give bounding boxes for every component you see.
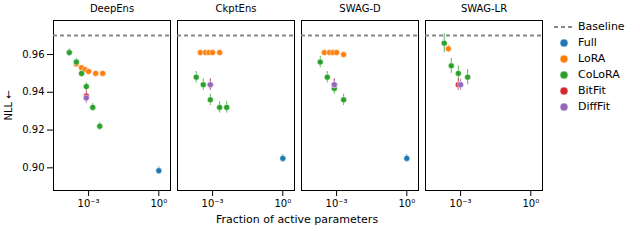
svg-text:10⁰: 10⁰ <box>522 198 539 209</box>
svg-text:NLL ←: NLL ← <box>3 90 14 120</box>
svg-text:10⁰: 10⁰ <box>150 198 167 209</box>
html-text:CoLoRA: CoLoRA <box>578 68 620 81</box>
svg-text:SWAG-LR: SWAG-LR <box>461 3 507 14</box>
svg-text:0.96: 0.96 <box>22 49 44 60</box>
svg-text:10⁻³: 10⁻³ <box>202 198 224 209</box>
html-text:BitFit: BitFit <box>578 84 606 97</box>
svg-text:0.94: 0.94 <box>22 86 44 97</box>
html-text:Full: Full <box>578 36 597 49</box>
html-text:Baseline: Baseline <box>578 20 625 33</box>
svg-text:10⁰: 10⁰ <box>274 198 291 209</box>
svg-text:10⁻³: 10⁻³ <box>78 198 100 209</box>
svg-text:CkptEns: CkptEns <box>216 3 257 14</box>
svg-text:10⁰: 10⁰ <box>398 198 415 209</box>
html-text:LoRA: LoRA <box>578 52 606 65</box>
svg-text:0.92: 0.92 <box>22 124 44 135</box>
svg-text:DeepEns: DeepEns <box>90 3 134 14</box>
svg-text:10⁻³: 10⁻³ <box>326 198 348 209</box>
html-text:Fraction of active parameters: Fraction of active parameters <box>215 213 379 226</box>
svg-text:SWAG-D: SWAG-D <box>339 3 381 14</box>
svg-text:10⁻³: 10⁻³ <box>450 198 472 209</box>
html-text:DiffFit: DiffFit <box>578 100 610 113</box>
svg-text:0.90: 0.90 <box>22 162 44 173</box>
